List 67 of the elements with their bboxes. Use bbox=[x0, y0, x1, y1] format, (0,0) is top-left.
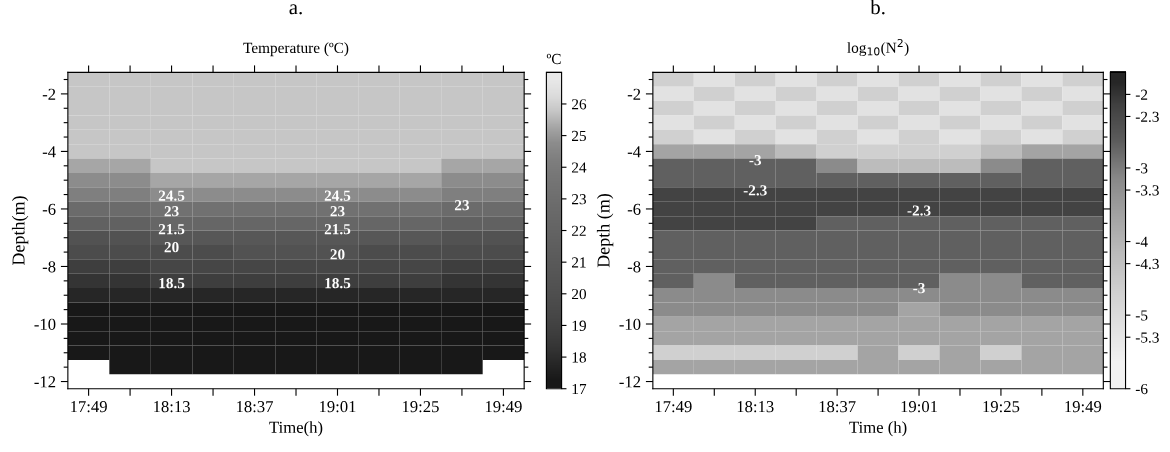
y-tick-label: -8 bbox=[42, 261, 56, 273]
color-bar-label: -4.3 bbox=[1135, 258, 1159, 270]
y-tick-label: -12 bbox=[34, 376, 56, 388]
color-bar-label: 17 bbox=[572, 383, 587, 395]
y-axis-title: Depth (m) bbox=[596, 193, 614, 268]
annotation: 20 bbox=[330, 249, 345, 260]
annotation: 23 bbox=[330, 206, 345, 217]
annotation: 21.5 bbox=[324, 224, 351, 235]
annotation: 21.5 bbox=[158, 224, 185, 235]
annotation: -2.3 bbox=[743, 185, 767, 196]
annotation: -3 bbox=[749, 155, 762, 166]
color-bar-label: -2.3 bbox=[1135, 111, 1159, 122]
chart-subtitle: Temperature (ºC) bbox=[243, 42, 349, 57]
color-bar-label: 22 bbox=[571, 225, 586, 236]
y-tick-label: -6 bbox=[627, 203, 641, 215]
annotation: -3 bbox=[913, 283, 925, 294]
y-tick-label: -4 bbox=[627, 146, 641, 158]
chart-subtitle: log$_{10}$(N$^{2}$) bbox=[847, 38, 909, 57]
color-bar-title: ºC bbox=[546, 53, 561, 65]
annotation: 18.5 bbox=[159, 277, 185, 289]
x-tick-label: 18:13 bbox=[154, 401, 190, 413]
x-tick-label: 19:25 bbox=[983, 401, 1020, 413]
y-tick-label: -10 bbox=[619, 318, 641, 330]
x-tick-label: 19:01 bbox=[319, 401, 356, 413]
color-bar-label: 24 bbox=[571, 162, 587, 173]
color-bar-label: -5.3 bbox=[1135, 332, 1159, 343]
annotation: 23 bbox=[164, 206, 179, 217]
color-bar-label: 26 bbox=[571, 99, 587, 110]
annotation: 18.5 bbox=[325, 277, 351, 289]
annotation: 23 bbox=[454, 200, 470, 211]
x-axis-title: Time (h) bbox=[849, 421, 907, 437]
annotation: -2.3 bbox=[907, 205, 931, 216]
chart-title: b. bbox=[870, 0, 885, 15]
y-tick-label: -8 bbox=[627, 261, 641, 273]
y-axis-title: Depth(m) bbox=[11, 196, 29, 266]
color-bar-label: 18 bbox=[572, 352, 587, 363]
annotation: 24.5 bbox=[158, 190, 185, 201]
x-tick-label: 17:49 bbox=[655, 401, 692, 413]
color-bar-label: 20 bbox=[571, 288, 587, 300]
color-bar-label: 19 bbox=[572, 320, 586, 331]
color-bar-label: -5 bbox=[1135, 310, 1148, 321]
y-tick-label: -12 bbox=[619, 376, 641, 388]
color-bar-label: 21 bbox=[571, 257, 586, 268]
annotation: 20 bbox=[164, 242, 179, 253]
chart-title: a. bbox=[289, 4, 302, 15]
x-tick-label: 18:37 bbox=[237, 401, 274, 413]
y-tick-label: -4 bbox=[42, 146, 56, 158]
x-tick-label: 18:37 bbox=[819, 401, 856, 413]
color-bar-label: -4 bbox=[1135, 236, 1148, 247]
x-tick-label: 17:49 bbox=[71, 401, 107, 413]
color-bar-label: 23 bbox=[571, 194, 586, 205]
x-tick-label: 19:25 bbox=[402, 401, 439, 413]
color-bar-label: 25 bbox=[571, 130, 586, 142]
annotation: 24.5 bbox=[324, 190, 351, 201]
x-tick-label: 19:49 bbox=[1065, 401, 1102, 413]
y-tick-label: -2 bbox=[42, 88, 56, 100]
color-bar-label: -6 bbox=[1135, 383, 1148, 395]
x-tick-label: 19:01 bbox=[901, 401, 938, 413]
color-bar-label: -2 bbox=[1135, 89, 1148, 100]
x-tick-label: 18:13 bbox=[737, 401, 774, 413]
y-tick-label: -6 bbox=[42, 203, 56, 215]
color-bar-label: -3 bbox=[1135, 163, 1148, 174]
y-tick-label: -10 bbox=[34, 318, 56, 330]
x-tick-label: 19:49 bbox=[485, 401, 522, 413]
color-bar-label: -3.3 bbox=[1135, 185, 1159, 196]
x-axis-title: Time(h) bbox=[269, 421, 323, 437]
y-tick-label: -2 bbox=[627, 88, 641, 100]
